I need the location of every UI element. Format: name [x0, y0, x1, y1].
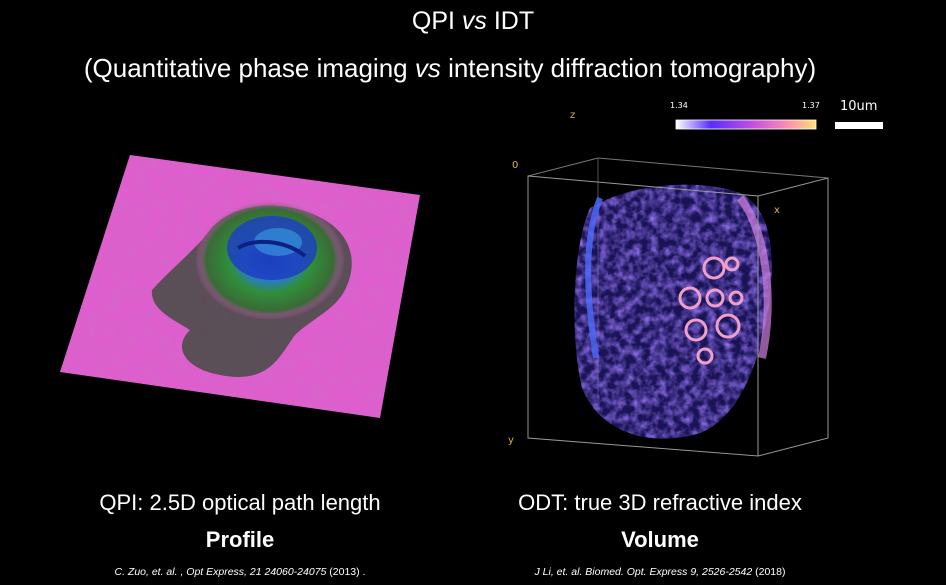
scale-bar: [835, 122, 883, 129]
subtitle-vs: vs: [414, 53, 441, 83]
colorbar: [675, 119, 817, 130]
qpi-reference-year: (2013) .: [326, 566, 366, 578]
odt-caption: ODT: true 3D refractive index: [518, 490, 802, 515]
scale-bar-label: 10um: [840, 99, 877, 114]
nucleus-fold: [236, 239, 307, 258]
qpi-reference-authors: C. Zuo, et. al. , Opt Express, 21 24060-…: [114, 566, 327, 578]
axis-label-x: x: [774, 205, 780, 216]
cell-right-edge: [736, 195, 772, 359]
box-back-edges: [527, 157, 829, 179]
odt-reference: J Li, et. al. Biomed. Opt. Express 9, 25…: [460, 565, 860, 579]
axis-label-zero: 0: [512, 160, 518, 171]
qpi-caption: QPI: 2.5D optical path length: [99, 490, 381, 515]
slide-subtitle: (Quantitative phase imaging vs intensity…: [0, 52, 900, 84]
cell-volume-texture: [574, 184, 772, 439]
axis-label-y: y: [508, 435, 514, 446]
slide-title: QPI vs IDT: [0, 6, 946, 36]
title-text-pre: QPI: [411, 7, 462, 35]
subtitle-text-post: intensity diffraction tomography): [440, 53, 817, 83]
odt-reference-year: (2018): [752, 566, 786, 578]
qpi-surface-image: [60, 155, 420, 418]
axis-label-z: z: [570, 110, 575, 121]
odt-reference-authors: J Li, et. al. Biomed. Opt. Express 9, 25…: [534, 566, 753, 578]
subtitle-text-pre: (Quantitative phase imaging: [83, 53, 415, 83]
box-right-face: [757, 177, 829, 457]
odt-caption-bold: Volume: [621, 527, 699, 552]
qpi-caption-bold: Profile: [205, 527, 275, 552]
colorbar-min-label: 1.34: [670, 101, 688, 110]
title-text-post: IDT: [486, 7, 535, 35]
qpi-reference: C. Zuo, et. al. , Opt Express, 21 24060-…: [40, 565, 440, 579]
title-vs: vs: [461, 7, 487, 35]
odt-volume-image: 1.34 1.37 10um z 0 x y: [508, 99, 883, 457]
blue-membrane-left: [585, 196, 603, 359]
organelles: [678, 256, 744, 365]
colorbar-max-label: 1.37: [802, 101, 820, 110]
